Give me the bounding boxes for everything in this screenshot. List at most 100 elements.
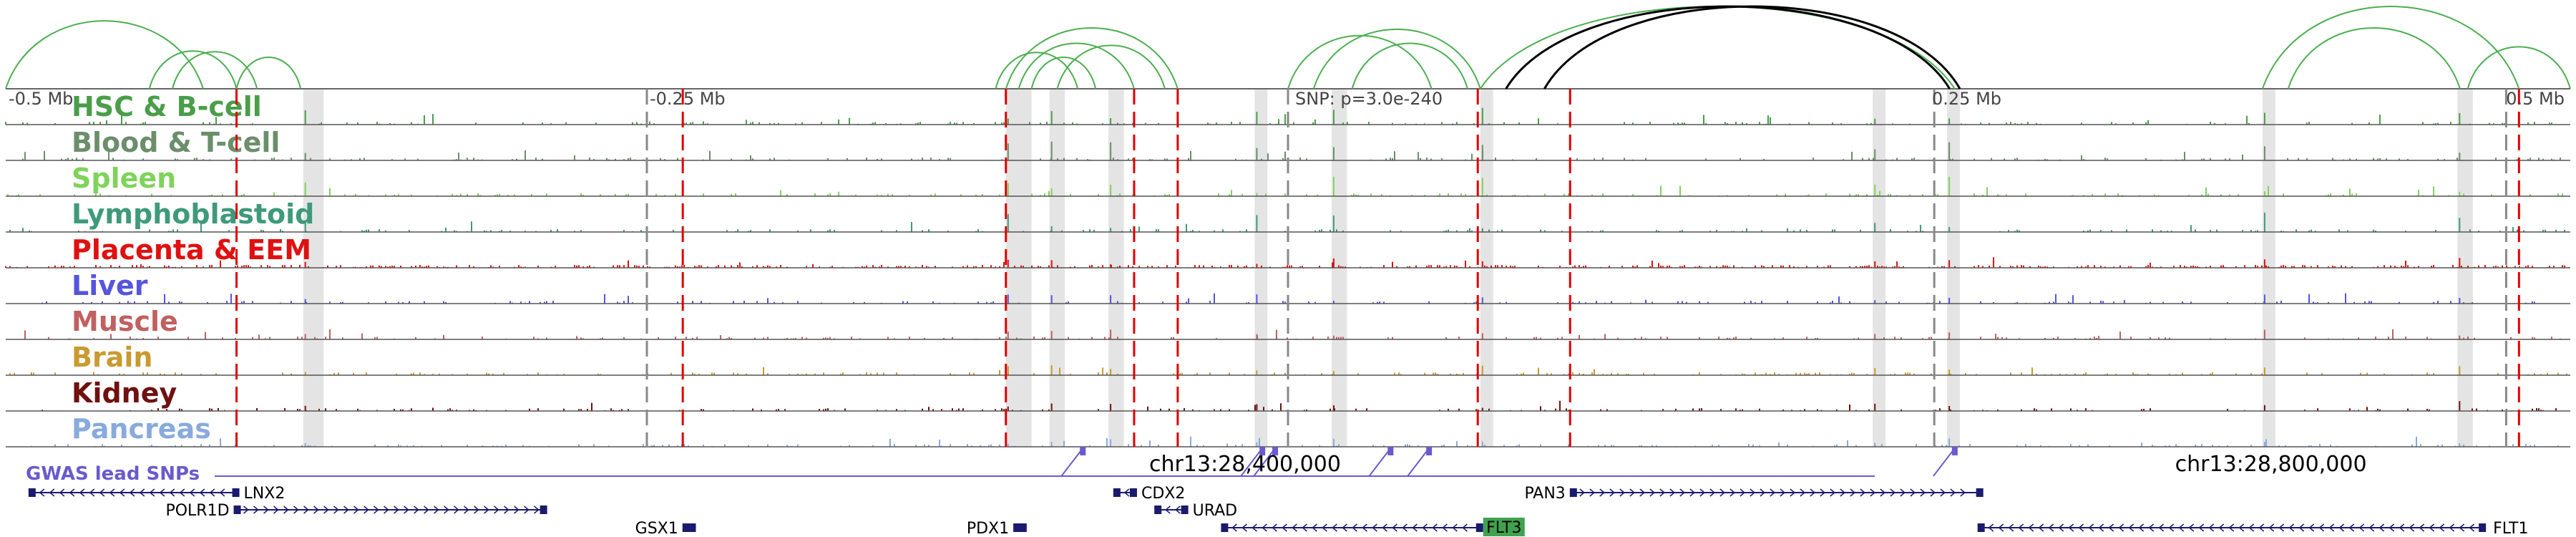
vertical-markers xyxy=(235,89,2520,447)
gene-exon xyxy=(1221,523,1229,532)
gwas-snp-marker xyxy=(1951,447,1958,455)
gwas-connector xyxy=(1060,448,1084,477)
gene-exon xyxy=(1475,523,1483,532)
gwas-connector xyxy=(1933,448,1956,477)
gene-gsx1: GSX1 xyxy=(635,520,696,537)
gene-label: FLT3 xyxy=(1486,519,1521,537)
loop-arc xyxy=(1056,44,1166,90)
gene-label: PDX1 xyxy=(967,520,1009,537)
gwas-connector xyxy=(1240,448,1263,477)
strand-chevrons xyxy=(1231,523,1468,532)
track-label: Lymphoblastoid xyxy=(72,198,314,230)
strand-chevrons xyxy=(1988,523,2475,532)
gene-urad: URAD xyxy=(1154,502,1237,520)
loop-arc xyxy=(1287,34,1433,90)
gwas-label: GWAS lead SNPs xyxy=(26,463,200,485)
strand-chevrons xyxy=(1123,488,1130,497)
track-label: Pancreas xyxy=(72,413,211,445)
strand-chevrons xyxy=(1579,488,1966,497)
strong-loop-arc xyxy=(1543,5,1961,90)
gene-cdx2: CDX2 xyxy=(1113,485,1185,503)
gene-exon xyxy=(1019,523,1027,532)
track-placenta-eem: Placenta & EEM xyxy=(5,234,2570,268)
gene-exon xyxy=(28,488,36,497)
gene-label: LNX2 xyxy=(244,485,286,503)
gene-label: URAD xyxy=(1193,502,1238,520)
gene-label: GSX1 xyxy=(635,520,678,537)
gene-exon xyxy=(688,523,696,532)
strand-chevrons xyxy=(1165,505,1181,514)
gene-exon xyxy=(1013,523,1021,532)
track-label: Spleen xyxy=(72,163,176,194)
gwas-snp-marker xyxy=(1426,447,1433,455)
track-muscle: Muscle xyxy=(6,306,2570,340)
track-kidney: Kidney xyxy=(6,377,2570,412)
track-spleen: Spleen xyxy=(6,163,2570,197)
gene-exon xyxy=(1181,505,1189,514)
gene-exon xyxy=(540,505,547,514)
gwas-connector xyxy=(1368,448,1392,477)
gene-flt1: FLT1 xyxy=(1977,520,2528,537)
gene-pan3: PAN3 xyxy=(1524,485,1984,503)
track-signal xyxy=(7,176,2563,196)
track-signal xyxy=(31,436,2559,447)
loop-arc xyxy=(235,57,302,90)
gene-exon xyxy=(233,505,241,514)
loop-arc xyxy=(5,20,204,90)
gene-pdx1: PDX1 xyxy=(967,520,1027,537)
track-signal xyxy=(22,141,2561,160)
loop-arc xyxy=(2261,5,2520,90)
loop-arc xyxy=(1030,57,1097,90)
track-signal xyxy=(5,107,2552,125)
loop-arc xyxy=(2287,27,2461,90)
snp-pvalue-label: SNP: p=3.0e-240 xyxy=(1295,89,1443,109)
gene-exon xyxy=(1977,523,1985,532)
gene-exon xyxy=(1569,488,1577,497)
gwas-connector xyxy=(1253,448,1276,477)
gene-label-highlight xyxy=(1483,518,1525,536)
gene-lnx2: LNX2 xyxy=(28,485,286,503)
gene-label: FLT1 xyxy=(2493,520,2528,537)
gwas-connector xyxy=(1407,448,1430,477)
gene-exon xyxy=(682,523,690,532)
gwas-snp-marker xyxy=(1272,447,1279,455)
track-label: Kidney xyxy=(72,377,177,409)
track-label: Placenta & EEM xyxy=(72,234,311,266)
strand-chevrons xyxy=(243,505,540,514)
gene-exon xyxy=(1129,488,1137,497)
loop-arc xyxy=(171,51,258,90)
loop-arc xyxy=(148,50,238,90)
chromosome-coordinate-label: chr13:28,800,000 xyxy=(2175,452,2367,477)
gene-exon xyxy=(1113,488,1121,497)
loop-arc xyxy=(1005,27,1179,90)
gene-exon xyxy=(1976,488,1984,497)
gwas-snp-marker xyxy=(1080,447,1086,455)
gwas-snp-marker xyxy=(1387,447,1394,455)
chromatin-loop-arcs xyxy=(5,5,2571,90)
track-signal xyxy=(42,400,2557,411)
gwas-track: GWAS lead SNPs chr13:28,400,000 chr13:28,8… xyxy=(26,447,2367,485)
strong-loop-arc xyxy=(1505,5,1951,90)
track-signal xyxy=(5,257,2565,268)
loop-arc xyxy=(1312,28,1481,90)
loop-arc xyxy=(995,52,1079,90)
chromosome-coordinate-label: chr13:28,400,000 xyxy=(1149,452,1341,477)
gene-exon xyxy=(2479,523,2487,532)
gene-exon xyxy=(232,488,240,497)
gene-exon xyxy=(1154,505,1162,514)
track-brain: Brain xyxy=(6,342,2570,376)
track-blood-t-cell: Blood & T-cell xyxy=(6,127,2570,161)
loop-arc xyxy=(1018,42,1135,90)
track-label: Brain xyxy=(72,342,152,373)
axis-tick-label: 0.25 Mb xyxy=(1932,89,2001,109)
strand-chevrons xyxy=(39,488,225,497)
track-label: Muscle xyxy=(72,306,178,337)
loop-arc xyxy=(2467,46,2571,90)
track-label: Blood & T-cell xyxy=(72,127,280,158)
track-signal xyxy=(24,329,2561,339)
distance-axis: -0.5 Mb -0.25 Mb 0.25 Mb 0.5 Mb SNP: p=3.0e-… xyxy=(9,89,2565,109)
track-label: Liver xyxy=(72,270,148,301)
